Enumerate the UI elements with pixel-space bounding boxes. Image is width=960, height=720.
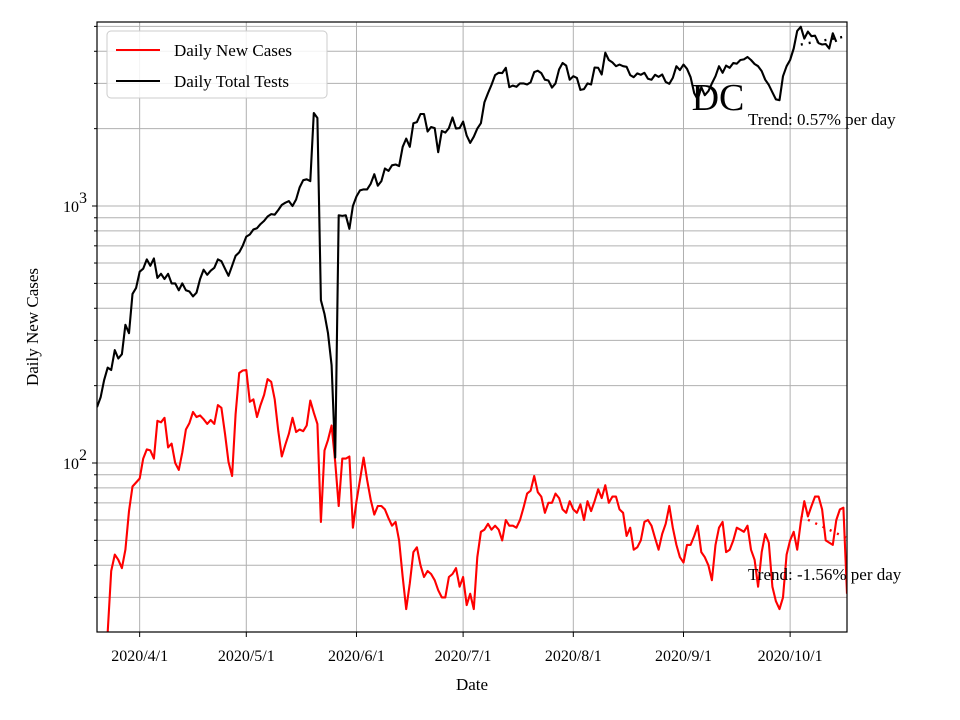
y-tick-base: 10 [63,199,79,216]
y-tick-exponent: 3 [79,190,87,207]
x-tick-label: 2020/4/1 [111,648,168,665]
gridlines [97,22,847,632]
annotations: Trend: 0.57% per day Trend: -1.56% per da… [748,110,902,584]
legend-label: Daily Total Tests [174,72,289,91]
trend-label-tests: Trend: 0.57% per day [748,110,896,129]
x-axis-label: Date [456,675,488,694]
x-tick-label: 2020/6/1 [328,648,385,665]
trend-label-cases: Trend: -1.56% per day [748,565,902,584]
legend-label: Daily New Cases [174,41,292,60]
y-tick-label: 10 [63,456,79,473]
series-line-daily-total-tests [97,25,838,459]
x-axis: 2020/4/1 2020/5/1 2020/6/1 2020/7/1 2020/8/1… [111,632,823,665]
y-tick-base: 10 [63,456,79,473]
x-tick-label: 2020/7/1 [435,648,492,665]
trend-line [800,515,847,540]
chart-title: DC [692,77,745,119]
legend-box [106,30,328,99]
legend: Daily New Cases Daily Total Tests [106,30,328,99]
y-axis-label: Daily New Cases [23,268,42,386]
series-line-daily-new-cases [106,368,847,632]
x-tick-label: 2020/9/1 [655,648,712,665]
x-tick-label: 2020/5/1 [218,648,275,665]
y-tick-exponent: 2 [79,447,87,464]
plot-area [97,25,847,632]
plot-frame [96,21,848,633]
x-tick-label: 2020/8/1 [545,648,602,665]
x-tick-label: 2020/10/1 [758,648,823,665]
y-tick-label: 10 [63,199,79,216]
